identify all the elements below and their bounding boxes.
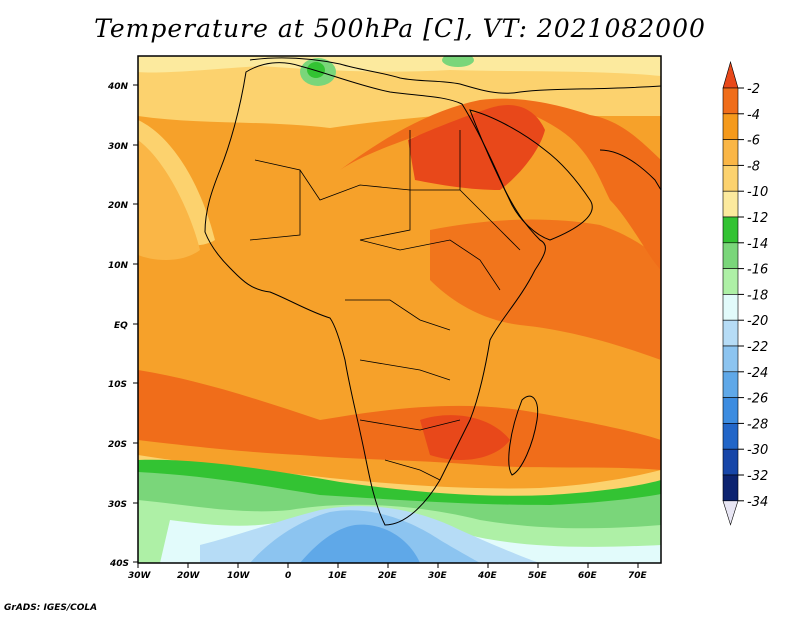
colorbar-swatch <box>722 294 739 321</box>
colorbar-swatch <box>722 165 739 192</box>
europe-coastline <box>249 57 661 94</box>
lat-label-EQ: EQ <box>114 321 128 331</box>
field-hottest-core <box>408 104 545 190</box>
colorbar-swatch <box>722 371 739 398</box>
colorbar-label: -30 <box>747 443 768 458</box>
field-hot-core <box>340 98 661 270</box>
colorbar-swatch <box>722 319 739 347</box>
lat-label-20S: 20S <box>108 440 127 450</box>
colorbar-label: -4 <box>747 108 760 123</box>
colorbar-label: -16 <box>747 263 768 278</box>
colorbar-label: -10 <box>747 185 768 200</box>
colorbar-label: -28 <box>747 417 768 432</box>
colorbar-label: -18 <box>747 288 768 303</box>
colorbar-swatch <box>722 87 739 115</box>
lat-label-30N: 30N <box>108 142 129 152</box>
map-frame <box>137 55 662 564</box>
field-west-warm <box>138 140 200 260</box>
colorbar-label: -24 <box>747 366 768 381</box>
field-south-hot <box>420 415 510 460</box>
map-title: Temperature at 500hPa [C], VT: 202108200… <box>94 14 706 43</box>
credit-label: GrADS: IGES/COLA <box>4 603 98 613</box>
colorbar-swatch <box>722 113 739 140</box>
lon-label-0: 0 <box>285 571 291 581</box>
colorbar: -2 -4 -6 -8 -10 -12 -14 -16 -18 -20 -22 -24 -26 -28 -3… <box>722 60 768 526</box>
field-tropics-warm <box>430 219 661 360</box>
colorbar-top-arrow <box>722 60 739 89</box>
colorbar-swatch <box>722 216 739 244</box>
colorbar-swatch <box>722 448 739 476</box>
africa-coastline <box>204 62 546 526</box>
lon-label-20E: 20E <box>378 571 398 581</box>
colorbar-label: -2 <box>747 82 760 97</box>
lat-label-40S: 40S <box>109 559 129 569</box>
colorbar-swatch <box>722 190 739 218</box>
lat-label-20N: 20N <box>108 201 129 211</box>
colorbar-label: -32 <box>747 469 768 484</box>
colorbar-label: -26 <box>747 392 768 407</box>
field-green-patch-2 <box>307 62 325 78</box>
lon-label-10E: 10E <box>328 571 348 581</box>
field-north-cool <box>138 56 661 76</box>
field-green-patch-3 <box>442 56 474 67</box>
colorbar-label: -34 <box>747 495 768 510</box>
lat-label-10N: 10N <box>108 261 129 271</box>
colorbar-swatch <box>722 242 739 269</box>
field-south-blue-dark <box>300 524 420 563</box>
colorbar-label: -12 <box>747 211 768 226</box>
latitude-axis: 40N 30N 20N 10N EQ 10S 20S 30S 40S <box>107 82 138 569</box>
colorbar-bottom-arrow <box>722 500 739 526</box>
lon-label-70E: 70E <box>628 571 648 581</box>
colorbar-swatch <box>722 423 739 450</box>
lon-label-60E: 60E <box>578 571 598 581</box>
lat-label-10S: 10S <box>108 380 127 390</box>
lon-label-50E: 50E <box>528 571 548 581</box>
colorbar-label: -8 <box>747 159 760 174</box>
colorbar-label: -20 <box>747 314 768 329</box>
colorbar-label: -14 <box>747 237 768 252</box>
lat-label-40N: 40N <box>107 82 129 92</box>
colorbar-swatch <box>722 139 739 166</box>
lon-label-40E: 40E <box>477 571 498 581</box>
colorbar-label: -22 <box>747 340 768 355</box>
india-coastline <box>599 149 661 191</box>
colorbar-swatch <box>722 345 739 373</box>
colorbar-swatch <box>722 397 739 424</box>
colorbar-label: -6 <box>747 134 760 149</box>
field-north-transition <box>138 56 661 128</box>
temperature-field <box>138 56 661 563</box>
country-borders <box>249 130 521 481</box>
longitude-axis: 30W 20W 10W 0 10E 20E 30E 40E 50E 60E 70… <box>128 563 648 581</box>
madagascar-coastline <box>508 395 539 476</box>
arabia-coastline <box>469 109 593 241</box>
lon-label-20W: 20W <box>177 571 201 581</box>
colorbar-swatch <box>722 474 739 502</box>
lon-label-30E: 30E <box>428 571 448 581</box>
colorbar-swatch <box>722 268 739 295</box>
lon-label-30W: 30W <box>128 571 152 581</box>
coastlines <box>204 57 661 526</box>
lat-label-30S: 30S <box>108 500 127 510</box>
lon-label-10W: 10W <box>227 571 251 581</box>
